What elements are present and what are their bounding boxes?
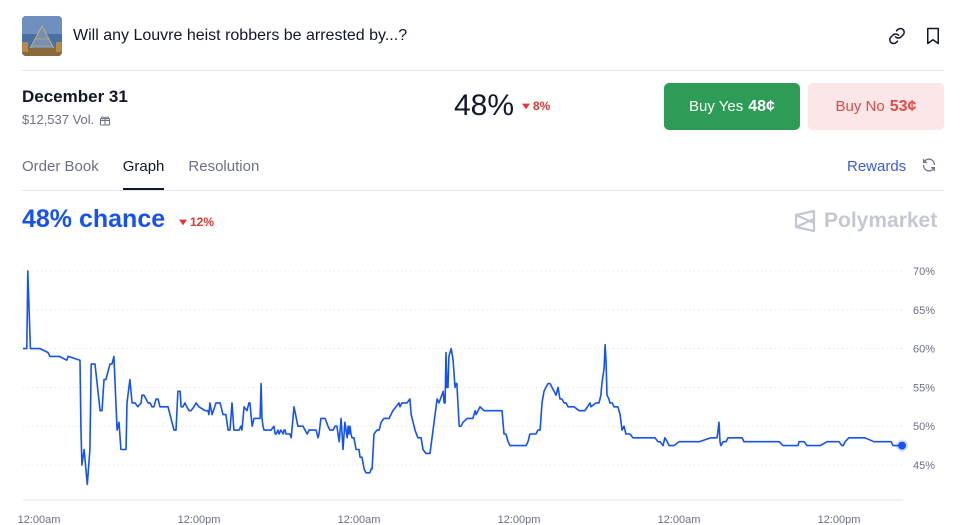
- refresh-icon[interactable]: [921, 157, 939, 175]
- link-icon[interactable]: [886, 25, 908, 47]
- down-triangle-icon: [522, 103, 530, 110]
- chance-change: 12%: [179, 215, 214, 229]
- y-tick-label: 65%: [913, 305, 935, 317]
- polymarket-logo-icon: [794, 209, 816, 233]
- price-change-value: 8%: [533, 99, 551, 113]
- market-thumbnail: [22, 16, 62, 56]
- y-tick-label: 50%: [913, 421, 935, 433]
- tab-bar: Order Book Graph Resolution: [22, 156, 259, 190]
- tab-resolution[interactable]: Resolution: [188, 158, 260, 175]
- x-tick-label: 12:00pm: [818, 514, 861, 525]
- x-tick-label: 12:00pm: [498, 514, 541, 525]
- market-summary: December 31 $12,537 Vol. 48% 8% Buy Yes …: [22, 82, 944, 130]
- price-chart[interactable]: 70% 65% 60% 55% 50% 45% 12:00am 12:00pm 12:00am 1…: [0, 255, 961, 525]
- market-title: Will any Louvre heist robbers be arreste…: [73, 27, 408, 44]
- tab-graph[interactable]: Graph: [122, 156, 164, 190]
- buy-yes-button[interactable]: Buy Yes 48¢: [664, 83, 800, 130]
- buy-no-button[interactable]: Buy No 53¢: [808, 83, 944, 130]
- outcome-date: December 31: [22, 87, 128, 106]
- polymarket-brand: Polymarket: [794, 209, 937, 233]
- brand-name: Polymarket: [824, 209, 938, 232]
- volume-text: $12,537 Vol.: [22, 112, 95, 127]
- rewards-link[interactable]: Rewards: [847, 158, 907, 175]
- x-tick-label: 12:00am: [658, 514, 701, 525]
- buy-yes-label: Buy Yes: [689, 98, 744, 115]
- y-tick-label: 45%: [913, 460, 935, 472]
- tab-order-book[interactable]: Order Book: [22, 158, 99, 175]
- y-tick-label: 60%: [913, 344, 935, 356]
- market-header: Will any Louvre heist robbers be arreste…: [22, 15, 944, 57]
- price-change: 8%: [522, 99, 550, 113]
- buy-no-price: 53¢: [889, 97, 917, 115]
- price-line: [23, 270, 902, 486]
- chance-change-value: 12%: [190, 215, 215, 229]
- bookmark-icon[interactable]: [922, 25, 944, 47]
- buy-no-label: Buy No: [835, 98, 885, 115]
- x-tick-label: 12:00am: [338, 514, 381, 525]
- header-divider: [22, 70, 944, 71]
- y-tick-label: 70%: [913, 266, 935, 278]
- gift-icon: [100, 115, 111, 125]
- tabs-divider: [22, 190, 944, 191]
- y-tick-label: 55%: [913, 382, 935, 394]
- buy-yes-price: 48¢: [748, 97, 775, 115]
- volume: $12,537 Vol.: [22, 112, 111, 127]
- x-tick-label: 12:00am: [18, 514, 61, 525]
- x-tick-label: 12:00pm: [178, 514, 221, 525]
- probability: 48%: [454, 89, 515, 122]
- last-point: [898, 441, 907, 450]
- down-triangle-icon: [179, 219, 187, 226]
- chance-label: 48% chance: [22, 205, 166, 233]
